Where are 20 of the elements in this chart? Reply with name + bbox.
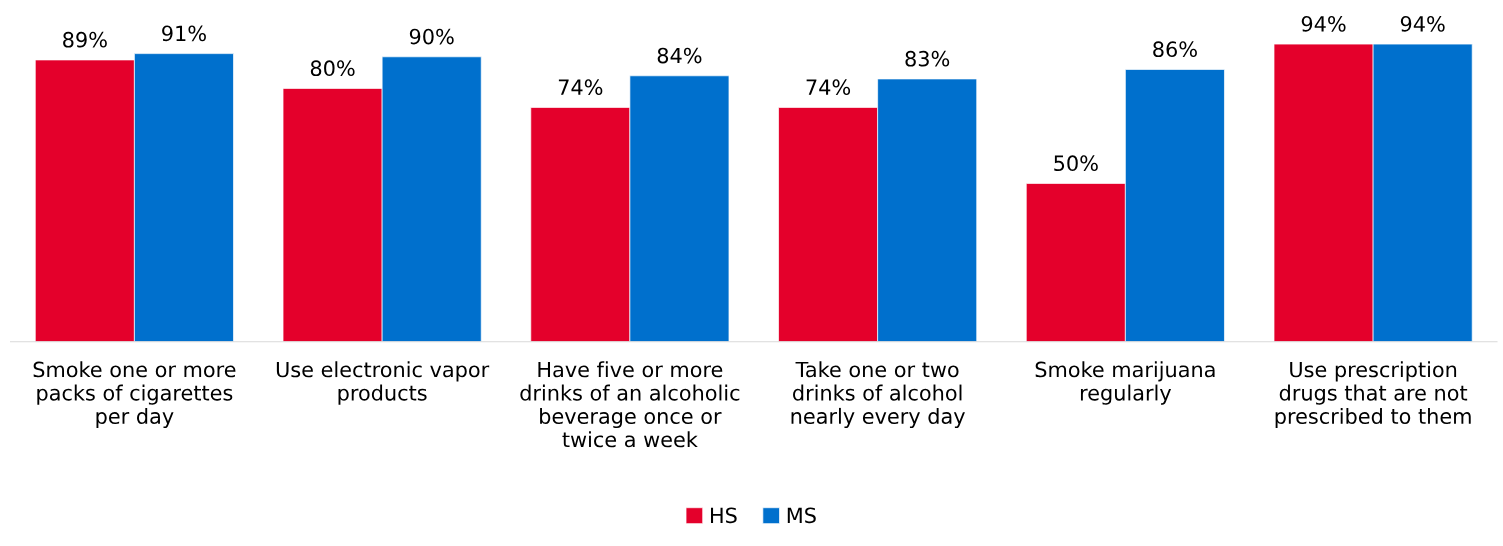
data-label: 83% — [905, 50, 950, 67]
legend-label: MS — [787, 507, 816, 524]
data-label: 91% — [162, 25, 206, 42]
data-label: 84% — [657, 47, 702, 64]
data-label: 94% — [1301, 15, 1346, 32]
data-label: 74% — [558, 79, 603, 96]
x-tick-label: Smoke marijuana regularly — [1035, 361, 1215, 405]
data-label: 89% — [63, 31, 107, 48]
x-tick-label: Use prescription drugs that are not prescribed to them — [1275, 361, 1471, 429]
x-tick-label: Take one or two drinks of alcohol nearly every day — [791, 361, 965, 429]
x-tick-label: Have five or more drinks of an alcoholic beverage once or twice a week — [520, 361, 740, 448]
data-label: 80% — [310, 60, 355, 77]
data-label: 90% — [409, 28, 454, 45]
x-tick-label: Smoke one or more packs of cigarettes per day — [33, 361, 236, 429]
data-label: 74% — [806, 79, 851, 96]
x-tick-label: Use electronic vapor products — [276, 361, 490, 405]
data-label: 50% — [1054, 155, 1098, 172]
data-label: 86% — [1153, 41, 1197, 58]
data-label: 94% — [1400, 15, 1445, 32]
legend-label: HS — [711, 507, 737, 524]
